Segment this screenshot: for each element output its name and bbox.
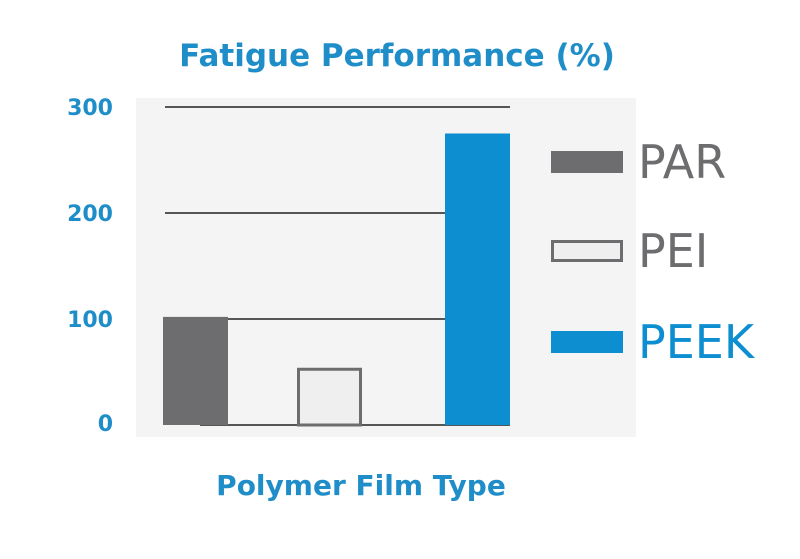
legend-swatch-par xyxy=(551,151,623,173)
legend-label-pei: PEI xyxy=(638,224,708,278)
legend: PAR PEI PEEK xyxy=(551,135,756,369)
bar-par xyxy=(163,316,228,425)
bar-pei xyxy=(297,367,362,427)
legend-swatch-pei xyxy=(551,240,623,262)
bar-peek xyxy=(445,133,510,425)
y-tick-label: 300 xyxy=(67,96,113,121)
y-axis-ticks: 0 100 200 300 xyxy=(67,96,113,437)
legend-label-peek: PEEK xyxy=(638,315,756,369)
legend-swatch-peek xyxy=(551,331,623,353)
bars xyxy=(163,133,510,427)
y-tick-label: 200 xyxy=(67,202,113,227)
chart-title: Fatigue Performance (%) xyxy=(179,38,615,74)
y-tick-label: 100 xyxy=(67,308,113,333)
legend-label-par: PAR xyxy=(638,135,726,189)
y-tick-label: 0 xyxy=(98,412,113,437)
x-axis-title: Polymer Film Type xyxy=(216,469,506,502)
